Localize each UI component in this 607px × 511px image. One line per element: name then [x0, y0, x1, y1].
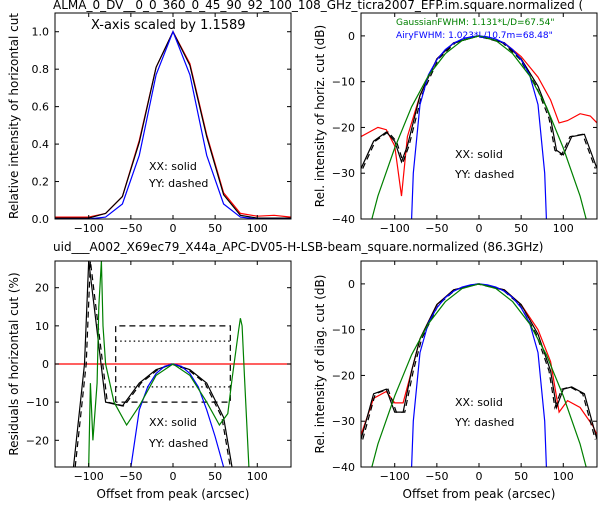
annotation: XX: solid — [455, 396, 503, 409]
annotation: YY: dashed — [148, 177, 208, 190]
y-axis-label: Rel. intensity of diag. cut (dB) — [313, 275, 327, 454]
annotation: XX: solid — [455, 148, 503, 161]
x-tick-label: 50 — [514, 222, 528, 235]
series-green-line — [371, 283, 587, 467]
x-tick-label: −100 — [74, 222, 104, 235]
y-tick-label: 0.8 — [32, 63, 50, 76]
y-tick-label: 0.4 — [32, 138, 50, 151]
x-tick-label: 100 — [553, 222, 574, 235]
x-tick-label: 50 — [514, 470, 528, 483]
y-tick-label: 0.6 — [32, 101, 50, 114]
x-tick-label: −50 — [119, 222, 142, 235]
annotation: XX: solid — [149, 160, 197, 173]
annotation: AiryFWHM: 1.023*L/10.7m=68.48" — [396, 31, 553, 41]
plot-area — [55, 30, 291, 219]
y-axis-label: Rel. intensity of horiz. cut (dB) — [313, 25, 327, 207]
annotation: XX: solid — [149, 416, 197, 429]
y-tick-label: 20 — [35, 282, 49, 295]
panel-1: −100 −50 0 50 100 0.0 0.2 0.4 0.6 0.8 1.0 Relative … — [7, 12, 292, 235]
mid-title: uid___A002_X69ec79_X44a_APC-DV05-H-LSB-b… — [53, 240, 543, 254]
series-black-dashed-line — [74, 261, 231, 467]
y-tick-label: −10 — [332, 76, 355, 89]
x-tick-label: 50 — [208, 222, 222, 235]
x-axis-label: Offset from peak (arcsec) — [403, 487, 556, 501]
top-title: ALMA_0_DV__0_0_360_0_45_90_92_100_108_GH… — [53, 0, 583, 12]
x-tick-label: −100 — [380, 470, 410, 483]
series-green-line — [88, 261, 250, 467]
plot-area — [361, 35, 597, 219]
y-axis-label: Residuals of horizontal cut (%) — [7, 272, 21, 455]
annotation: YY: dashed — [454, 168, 514, 181]
plot-area — [361, 283, 597, 467]
annotation: YY: dashed — [454, 416, 514, 429]
y-axis-label: Relative intensity of horizontal cut — [7, 13, 21, 219]
x-tick-label: 50 — [208, 470, 222, 483]
y-tick-label: −10 — [332, 324, 355, 337]
x-axis-label: Offset from peak (arcsec) — [97, 487, 250, 501]
residual-box — [115, 325, 231, 403]
y-tick-label: 0 — [348, 30, 355, 43]
annotation: GaussianFWHM: 1.131*L/D=67.54" — [396, 18, 554, 28]
axes-frame — [360, 260, 598, 468]
x-tick-label: 100 — [553, 470, 574, 483]
plot-area — [55, 261, 291, 467]
x-tick-label: −100 — [380, 222, 410, 235]
y-tick-label: 0 — [42, 358, 49, 371]
y-tick-label: 0.2 — [32, 176, 50, 189]
series-black-line — [72, 261, 233, 467]
series-blue-line — [130, 363, 225, 467]
annotation: X-axis scaled by 1.1589 — [91, 18, 246, 33]
x-tick-label: 0 — [170, 470, 177, 483]
y-tick-label: −10 — [26, 396, 49, 409]
series-blue-line — [55, 30, 291, 219]
x-tick-label: −50 — [119, 470, 142, 483]
annotation: YY: dashed — [148, 437, 208, 450]
x-tick-label: −100 — [74, 470, 104, 483]
y-tick-label: −40 — [332, 213, 355, 226]
y-tick-label: 1.0 — [32, 26, 50, 39]
y-tick-label: −20 — [26, 434, 49, 447]
x-tick-label: −50 — [425, 222, 448, 235]
x-tick-label: 0 — [170, 222, 177, 235]
x-tick-label: −50 — [425, 470, 448, 483]
x-tick-label: 0 — [476, 222, 483, 235]
y-tick-label: −30 — [332, 167, 355, 180]
y-tick-label: −30 — [332, 415, 355, 428]
series-black-line — [55, 30, 291, 219]
y-tick-label: 0 — [348, 278, 355, 291]
x-tick-label: 100 — [247, 222, 268, 235]
x-tick-label: 100 — [247, 470, 268, 483]
y-tick-label: −20 — [332, 121, 355, 134]
y-tick-label: 0.0 — [32, 213, 50, 226]
series-green-line — [371, 35, 587, 219]
x-tick-label: 0 — [476, 470, 483, 483]
y-tick-label: −20 — [332, 369, 355, 382]
y-tick-label: −40 — [332, 461, 355, 474]
y-tick-label: 10 — [35, 320, 49, 333]
axes-frame — [360, 12, 598, 220]
